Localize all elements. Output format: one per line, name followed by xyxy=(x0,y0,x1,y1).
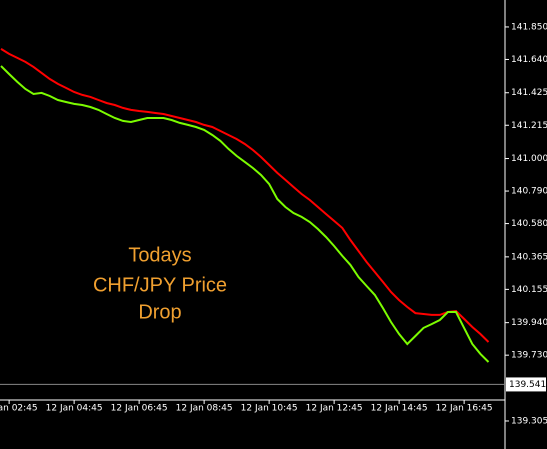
annotation: CHF/JPY Price xyxy=(93,274,227,296)
x-tick-label: 12 Jan 08:45 xyxy=(176,404,233,414)
annotation: Drop xyxy=(138,301,181,323)
x-tick-label: 12 Jan 06:45 xyxy=(111,404,168,414)
last-price-label: 139.541 xyxy=(509,380,546,390)
x-tick-label: 12 Jan 16:45 xyxy=(436,404,493,414)
price-line xyxy=(0,65,490,363)
x-tick-label: 12 Jan 04:45 xyxy=(46,404,103,414)
y-tick-label: 141.215 xyxy=(511,121,547,131)
y-tick-label: 140.580 xyxy=(511,219,547,229)
y-tick-label: 139.305 xyxy=(511,416,547,426)
y-tick-label: 141.425 xyxy=(511,88,547,98)
y-tick-label: 140.365 xyxy=(511,252,547,262)
y-tick-label: 139.730 xyxy=(511,351,547,361)
plot-area xyxy=(0,48,490,363)
y-tick-label: 139.940 xyxy=(511,318,547,328)
price-line xyxy=(0,48,490,343)
y-tick-label: 141.000 xyxy=(511,154,547,164)
x-tick-label: 12 Jan 02:45 xyxy=(0,404,38,414)
last-price-box xyxy=(506,377,546,392)
annotation: Todays xyxy=(128,244,191,266)
x-tick-label: 12 Jan 10:45 xyxy=(241,404,298,414)
y-tick-label: 141.640 xyxy=(511,55,547,65)
x-tick-label: 12 Jan 14:45 xyxy=(371,404,428,414)
y-tick-label: 140.155 xyxy=(511,285,547,295)
x-tick-label: 12 Jan 12:45 xyxy=(306,404,363,414)
y-tick-label: 141.850 xyxy=(511,22,547,32)
y-tick-label: 140.790 xyxy=(511,187,547,197)
